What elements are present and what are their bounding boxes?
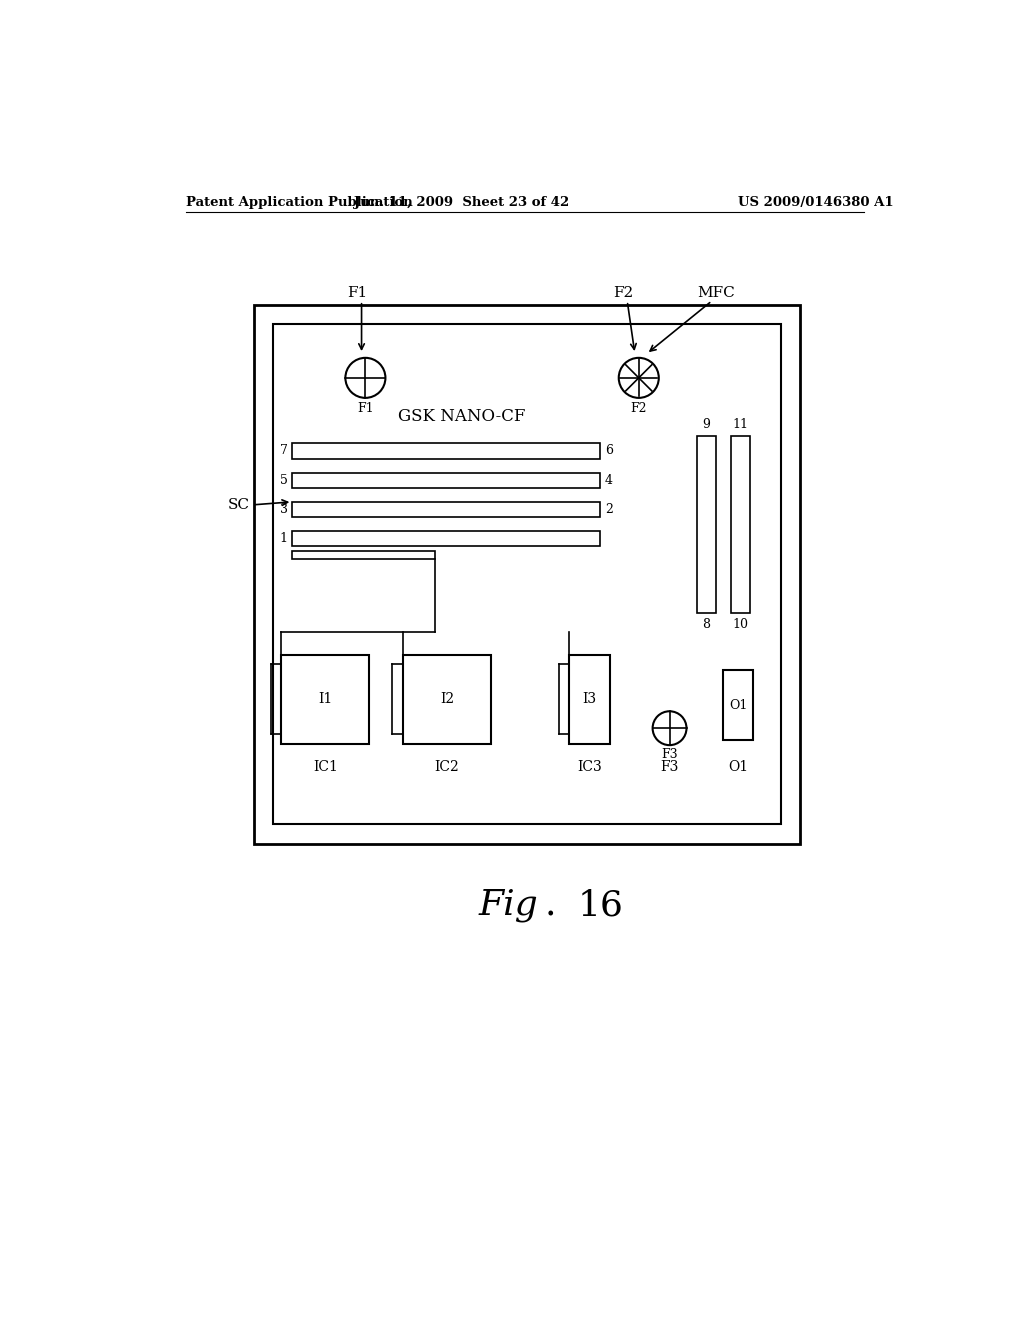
Text: 11: 11	[732, 417, 749, 430]
Text: F1: F1	[357, 403, 374, 416]
Text: 2: 2	[605, 503, 612, 516]
Text: IC2: IC2	[434, 760, 460, 774]
Text: F1: F1	[347, 286, 368, 300]
Text: I3: I3	[583, 692, 597, 706]
Text: Patent Application Publication: Patent Application Publication	[186, 195, 413, 209]
Text: F2: F2	[613, 286, 634, 300]
Text: IC3: IC3	[578, 760, 602, 774]
Text: 3: 3	[280, 503, 288, 516]
Text: GSK NANO-CF: GSK NANO-CF	[398, 408, 525, 425]
Text: 16: 16	[578, 888, 623, 923]
Text: F3: F3	[662, 748, 678, 760]
Text: 1: 1	[280, 532, 288, 545]
Text: 8: 8	[701, 618, 710, 631]
Text: 10: 10	[732, 618, 749, 631]
Text: 5: 5	[280, 474, 288, 487]
Text: 9: 9	[701, 417, 710, 430]
Text: Fig: Fig	[479, 888, 539, 923]
Text: 7: 7	[280, 445, 288, 458]
Text: 6: 6	[605, 445, 613, 458]
Text: SC: SC	[227, 498, 250, 512]
Text: O1: O1	[729, 698, 748, 711]
Text: I2: I2	[440, 692, 454, 706]
Text: .: .	[545, 888, 556, 923]
Text: I1: I1	[318, 692, 333, 706]
Text: MFC: MFC	[697, 286, 734, 300]
Text: O1: O1	[728, 760, 749, 774]
Text: US 2009/0146380 A1: US 2009/0146380 A1	[738, 195, 894, 209]
Text: 4: 4	[605, 474, 613, 487]
Text: F2: F2	[631, 403, 647, 416]
Text: Jun. 11, 2009  Sheet 23 of 42: Jun. 11, 2009 Sheet 23 of 42	[354, 195, 569, 209]
Text: IC1: IC1	[313, 760, 338, 774]
Text: F3: F3	[660, 760, 679, 774]
